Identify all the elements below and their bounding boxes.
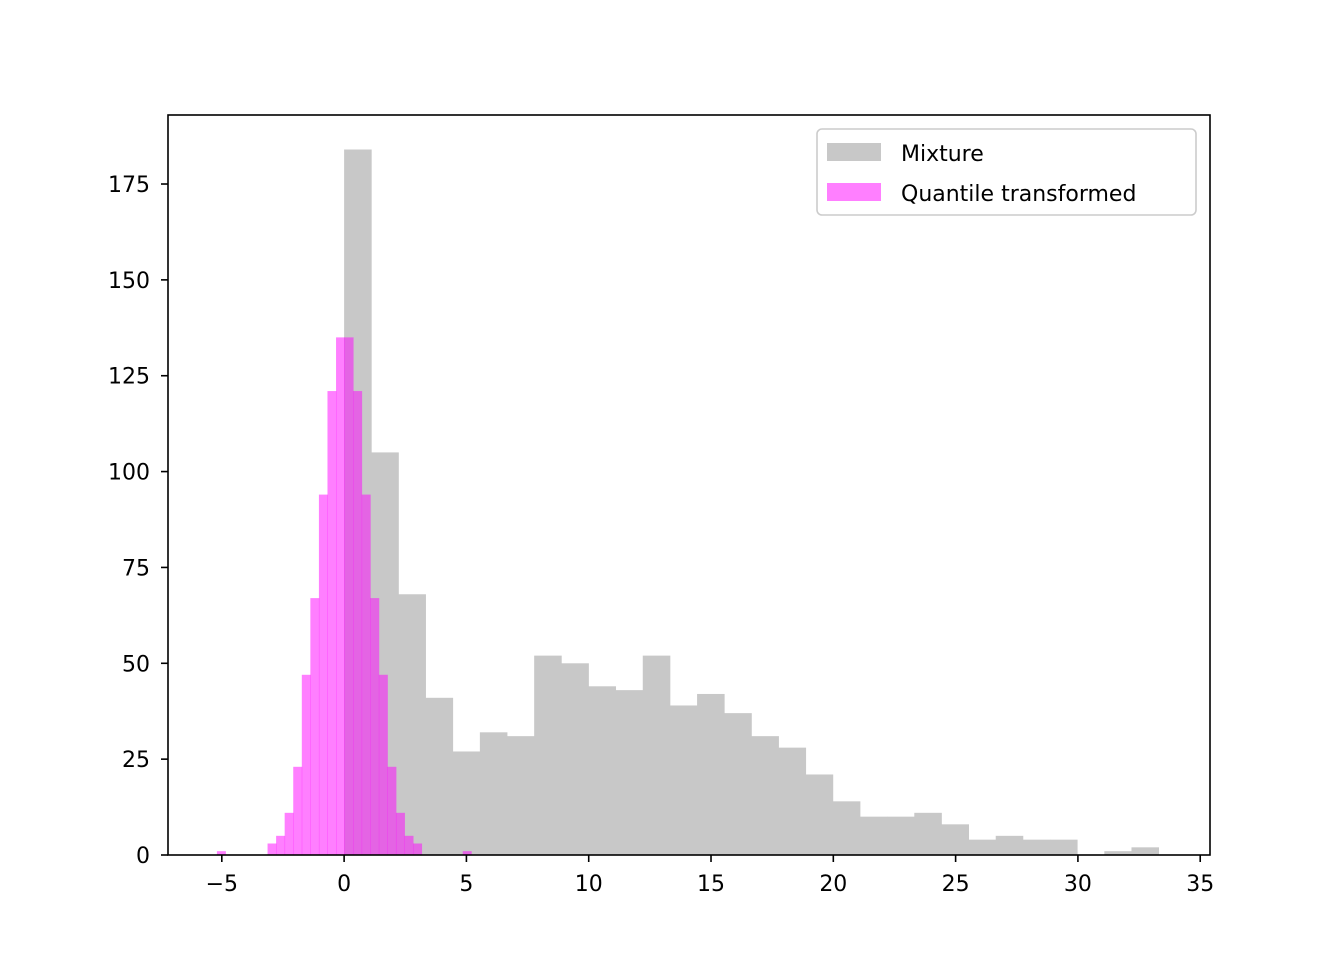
legend-label-mixture: Mixture [901,142,984,167]
bar-mixture-23 [968,839,997,855]
x-tick-label: 0 [337,872,351,897]
x-tick-label: 25 [942,872,970,897]
legend-label-quantile-transformed: Quantile transformed [901,182,1136,207]
bar-mixture-25 [1022,839,1051,855]
bar-mixture-13 [697,693,725,855]
x-tick-label: 35 [1186,872,1214,897]
bar-quantile-19 [462,851,472,855]
bar-mixture-14 [724,713,752,855]
bar-mixture-24 [995,835,1024,855]
bar-mixture-7 [534,655,562,855]
x-tick-label: 15 [697,872,725,897]
bar-quantile-8 [327,391,337,855]
bar-mixture-15 [751,736,779,855]
bar-mixture-19 [859,816,888,855]
bar-quantile-5 [301,674,311,855]
bar-mixture-17 [805,774,834,855]
series-quantile-transformed [216,337,472,855]
bar-mixture-22 [941,824,969,855]
y-tick-label: 100 [108,461,150,486]
bar-quantile-2 [276,835,286,855]
x-axis-ticks: −5 0 5 10 15 20 25 30 35 [206,855,1214,897]
x-tick-label: 20 [819,872,847,897]
y-tick-label: 125 [108,365,150,390]
plot-frame [167,114,1211,856]
bar-quantile-17 [404,835,414,855]
bar-mixture-4 [452,751,481,855]
bar-quantile-13 [370,598,380,855]
bar-mixture-29 [1131,847,1160,855]
bar-quantile-7 [318,494,328,855]
x-tick-label: −5 [206,872,238,897]
bar-quantile-9 [336,337,345,855]
bar-mixture-8 [561,663,589,855]
bar-quantile-10 [344,337,354,855]
bar-mixture-21 [914,812,942,855]
legend-box [816,128,1197,216]
bar-mixture-20 [887,816,915,855]
x-tick-label: 5 [459,872,473,897]
bar-mixture-26 [1050,839,1078,855]
legend-swatch-quantile-transformed [827,183,881,201]
y-tick-label: 175 [108,173,150,198]
bar-quantile-3 [284,812,294,855]
bar-mixture-16 [778,747,807,855]
bar-mixture-2 [398,594,426,855]
bar-mixture-9 [588,686,617,855]
bar-mixture-12 [669,705,698,855]
legend-swatch-mixture [827,143,881,161]
y-tick-label: 150 [108,269,150,294]
bar-mixture-3 [425,697,454,855]
x-tick-label: 30 [1064,872,1092,897]
bar-quantile-6 [310,598,320,855]
bar-mixture-10 [615,690,644,855]
bar-quantile-12 [361,494,371,855]
bar-mixture-18 [832,801,861,855]
bar-mixture-11 [642,655,671,855]
bars-layer [216,149,1160,855]
bar-quantile-4 [293,766,303,855]
legend: Mixture Quantile transformed [816,128,1197,216]
bar-quantile-18 [413,843,423,855]
x-tick-label: 10 [575,872,603,897]
bar-quantile-16 [395,812,405,855]
y-tick-label: 50 [122,652,150,677]
bar-quantile-11 [353,391,363,855]
bar-mixture-5 [479,732,508,855]
axes-layer [167,114,1211,856]
y-tick-label: 0 [136,844,150,869]
bar-quantile-14 [378,674,388,855]
bar-mixture-28 [1104,851,1132,855]
y-axis-ticks: 0 25 50 75 100 125 150 175 [108,173,168,869]
bar-quantile-0 [216,851,226,855]
y-tick-label: 75 [122,556,150,581]
bar-quantile-15 [387,766,397,855]
bar-mixture-6 [507,736,535,855]
y-tick-label: 25 [122,748,150,773]
bar-quantile-1 [267,843,277,855]
